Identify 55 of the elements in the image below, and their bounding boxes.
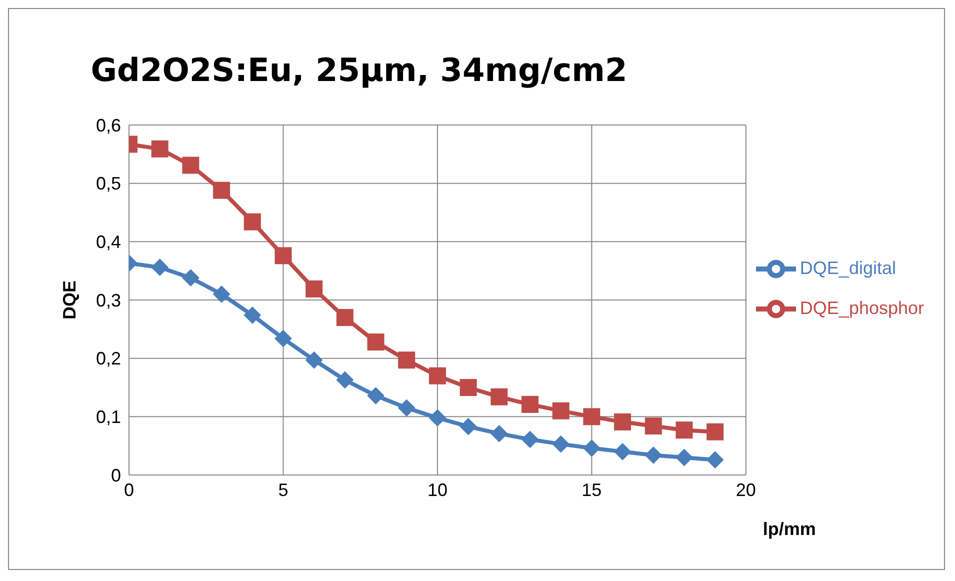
- x-tick-label: 10: [427, 480, 448, 500]
- point: [490, 388, 508, 406]
- point: [706, 423, 724, 440]
- y-tick-label: 0,4: [96, 232, 121, 252]
- y-tick-label: 0,3: [96, 290, 121, 310]
- point: [583, 440, 600, 457]
- point: [583, 408, 600, 426]
- point: [336, 309, 354, 326]
- x-tick-label: 20: [736, 480, 756, 500]
- point: [274, 247, 292, 264]
- y-tick-label: 0: [110, 465, 121, 486]
- point: [522, 430, 538, 448]
- point: [151, 140, 168, 158]
- point: [182, 156, 200, 174]
- point: [428, 367, 446, 384]
- point: [244, 213, 261, 230]
- point: [336, 371, 354, 388]
- point: [552, 402, 570, 420]
- point: [706, 451, 724, 468]
- point: [522, 396, 538, 413]
- point: [367, 334, 384, 350]
- point: [213, 182, 230, 199]
- x-tick-label: 5: [278, 480, 288, 500]
- point: [306, 280, 323, 298]
- point: [182, 269, 200, 286]
- point: [676, 422, 693, 439]
- point: [460, 379, 477, 396]
- point: [244, 306, 261, 324]
- point: [552, 436, 570, 453]
- point: [428, 409, 446, 426]
- x-tick-label: 0: [124, 480, 134, 500]
- point: [490, 425, 508, 442]
- point: [213, 286, 230, 303]
- point: [398, 399, 416, 416]
- point: [644, 418, 662, 434]
- y-tick-label: 0,5: [96, 174, 121, 194]
- point: [367, 387, 384, 404]
- point: [644, 446, 662, 464]
- y-tick-label: 0,6: [96, 115, 121, 136]
- point: [460, 418, 477, 436]
- y-axis-title: DQE: [59, 280, 80, 320]
- point: [398, 352, 416, 369]
- x-tick-label: 15: [582, 480, 602, 500]
- point: [614, 413, 632, 430]
- chart-title: Gd2O2S:Eu, 25µm, 34mg/cm2: [90, 51, 628, 89]
- legend-label: DQE_phosphor: [800, 298, 924, 318]
- point: [151, 258, 168, 276]
- y-tick-label: 0,2: [96, 348, 121, 369]
- point: [306, 352, 323, 369]
- x-axis-title: lp/mm: [762, 519, 816, 539]
- y-tick-label: 0,1: [96, 407, 121, 428]
- legend-label: DQE_digital: [800, 258, 896, 278]
- point: [676, 449, 693, 466]
- point: [614, 443, 632, 460]
- point: [274, 330, 292, 347]
